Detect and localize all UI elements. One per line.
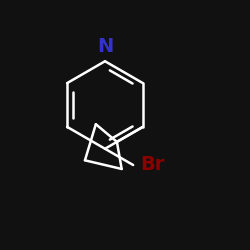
Text: N: N — [97, 37, 113, 56]
Text: Br: Br — [141, 156, 165, 174]
